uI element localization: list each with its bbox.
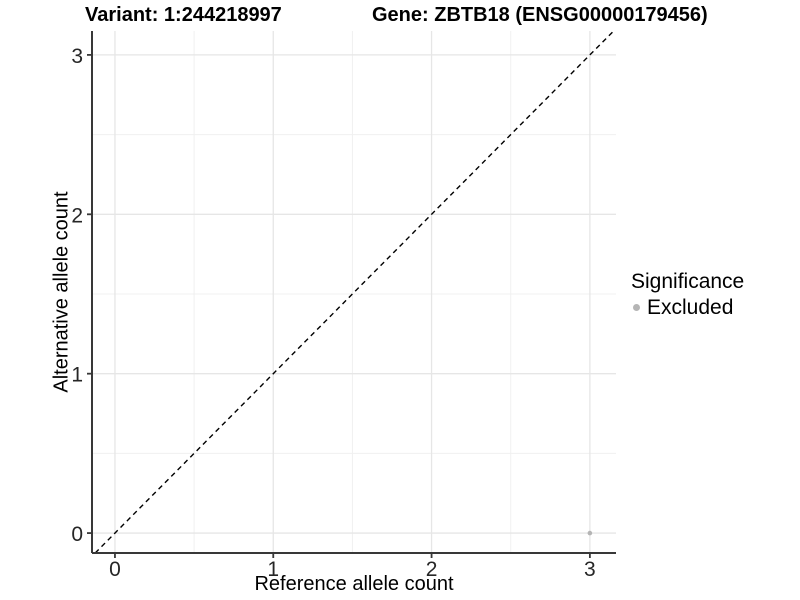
gene-title: Gene: ZBTB18 (ENSG00000179456) xyxy=(372,4,708,26)
x-tick-label: 2 xyxy=(426,558,438,581)
y-tick-label: 3 xyxy=(71,45,83,68)
legend-point-icon xyxy=(633,304,640,311)
legend-item-excluded: Excluded xyxy=(633,295,744,320)
data-point xyxy=(587,530,593,536)
y-axis-title: Alternative allele count xyxy=(50,191,73,393)
identity-line xyxy=(94,30,615,554)
y-tick-label: 2 xyxy=(71,204,83,227)
variant-title: Variant: 1:244218997 xyxy=(85,4,282,26)
legend: Significance Excluded xyxy=(631,269,744,320)
y-tick-label: 1 xyxy=(71,364,83,387)
legend-title: Significance xyxy=(631,270,745,293)
legend-item-label: Excluded xyxy=(647,296,734,319)
x-tick-label: 0 xyxy=(109,558,121,581)
x-tick-label: 1 xyxy=(267,558,279,581)
y-tick-label: 0 xyxy=(71,523,83,546)
x-tick-label: 3 xyxy=(584,558,596,581)
x-axis-title: Reference allele count xyxy=(254,573,454,595)
